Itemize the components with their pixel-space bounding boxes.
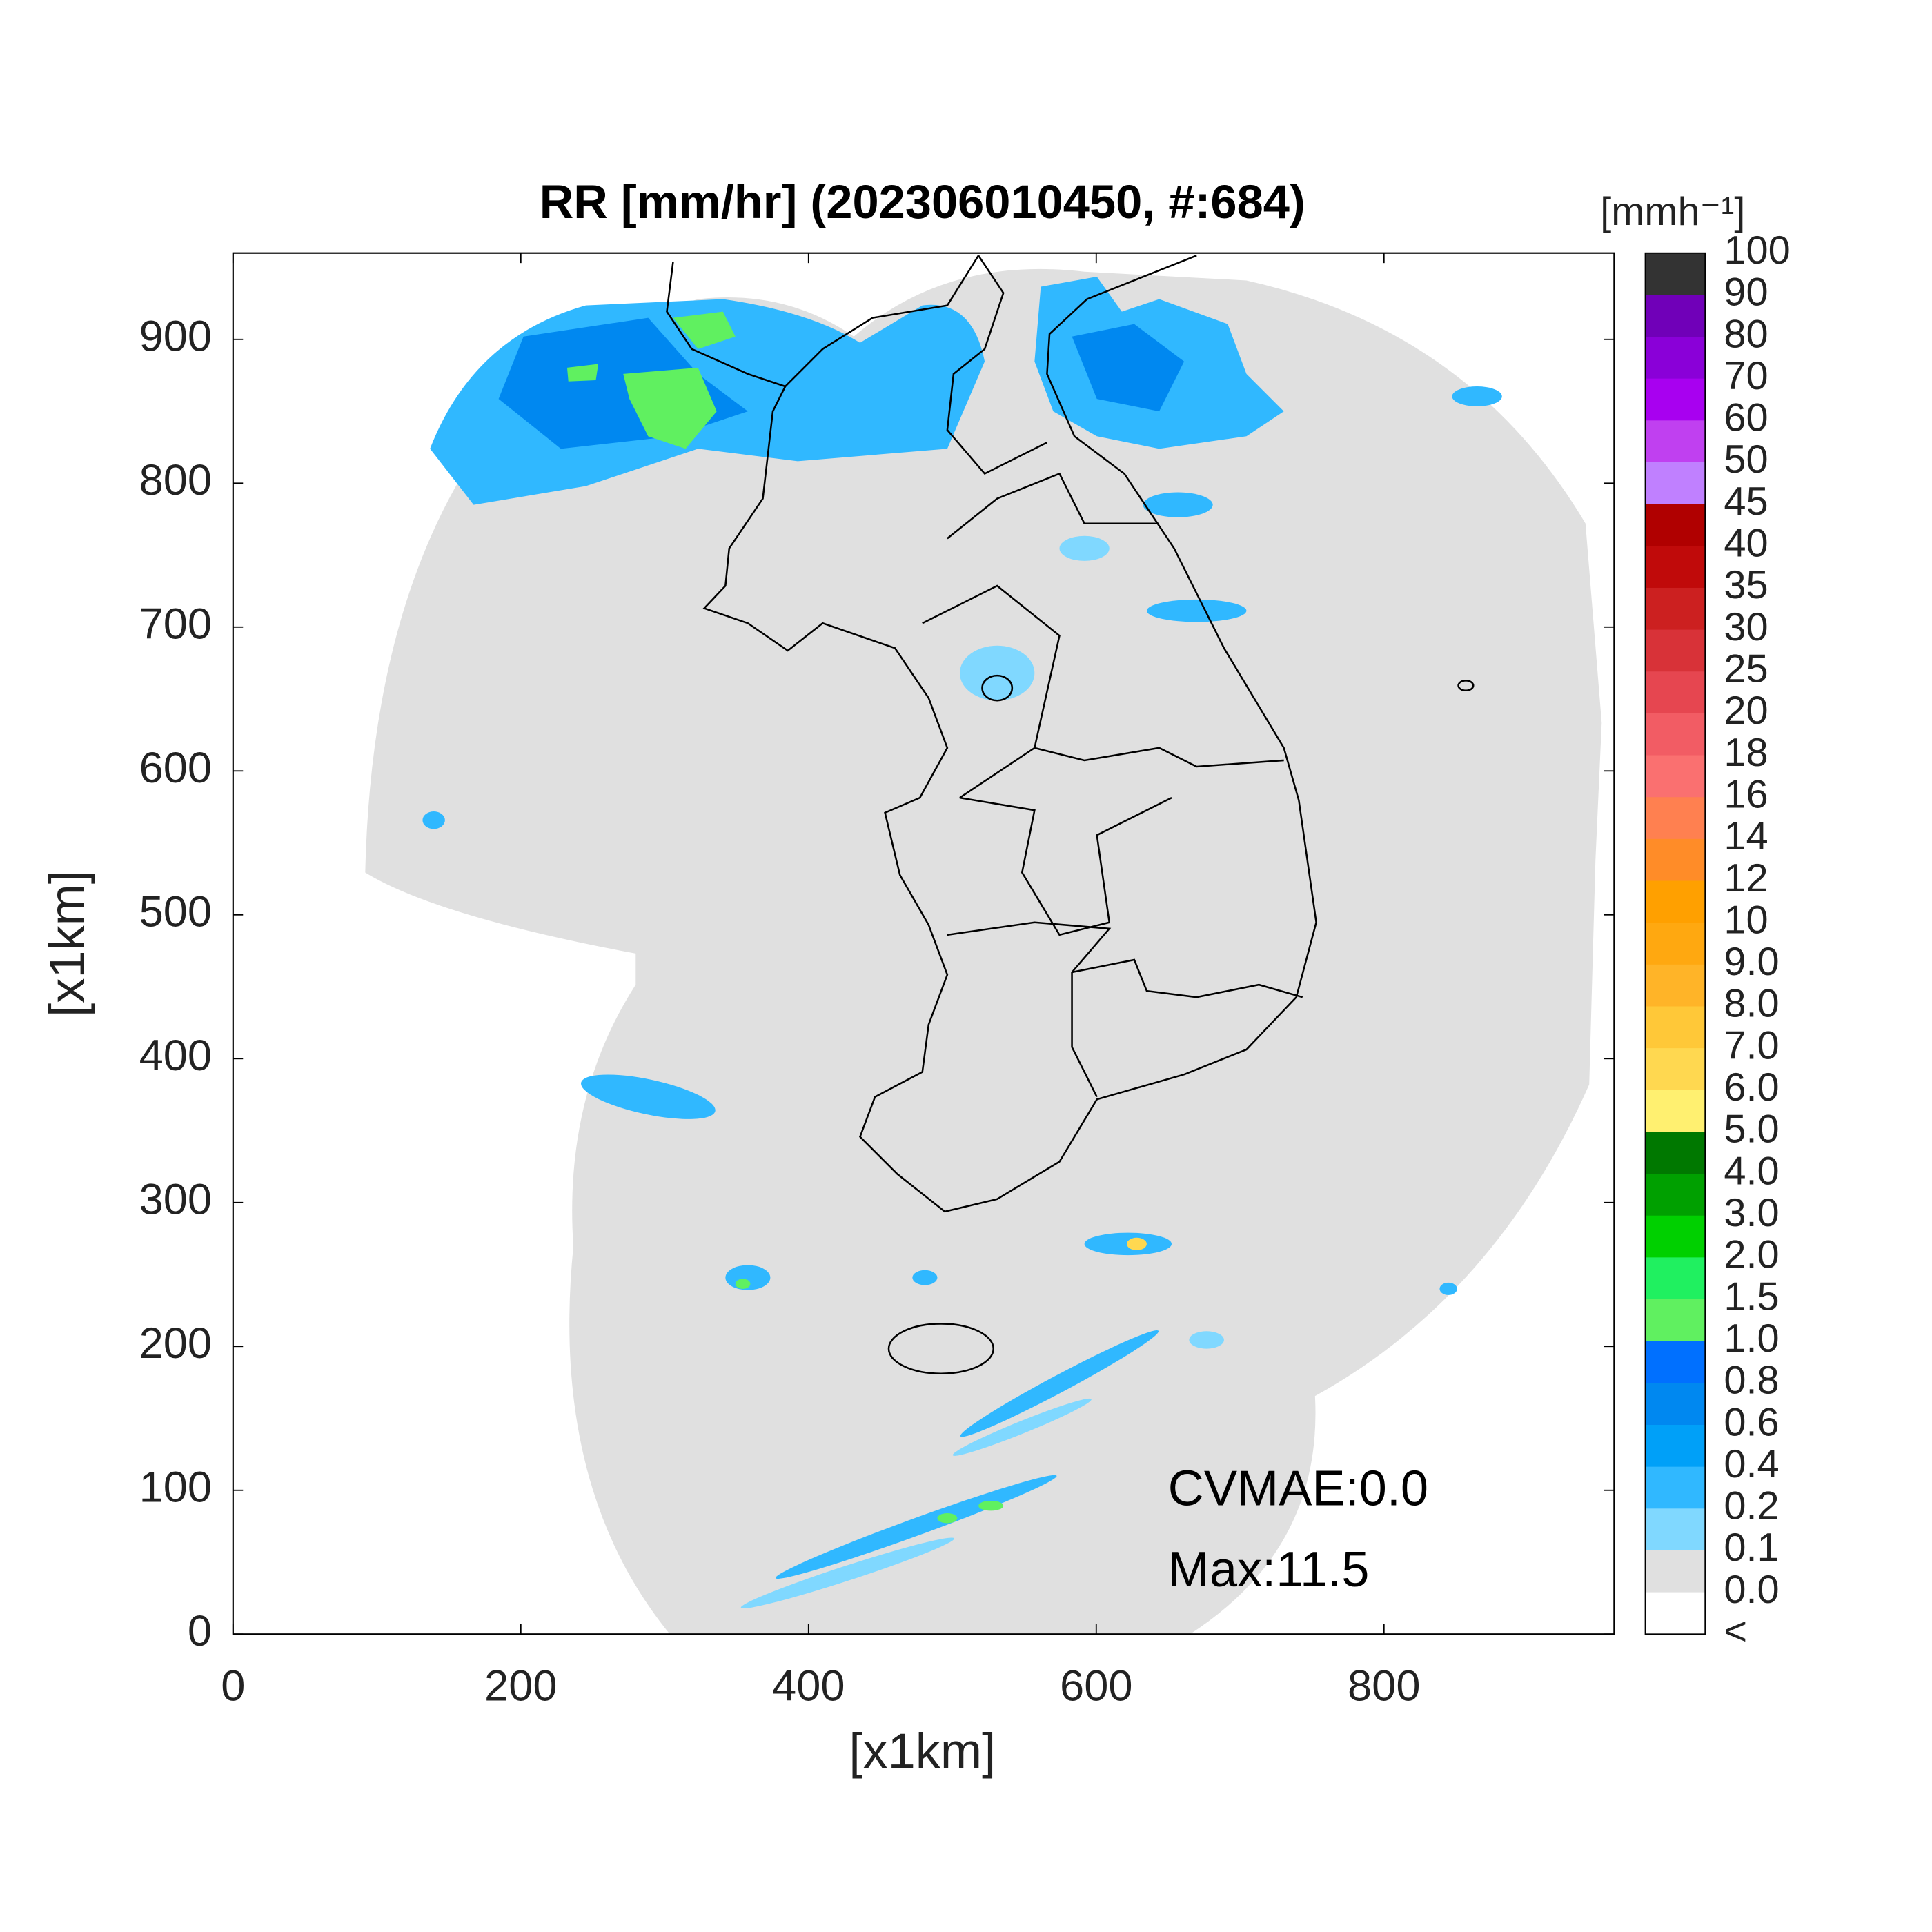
y-tick-label: 100: [139, 1463, 212, 1511]
colorbar-label: 0.0: [1724, 1568, 1779, 1612]
colorbar-band: [1645, 923, 1706, 965]
colorbar-band: [1645, 462, 1706, 505]
x-tick-label: 800: [1348, 1662, 1420, 1710]
colorbar-band: [1645, 546, 1706, 589]
colorbar-band: [1645, 1048, 1706, 1091]
annotation: CVMAE:0.0: [1168, 1461, 1428, 1516]
y-tick-label: 300: [139, 1175, 212, 1223]
colorbar-label: 20: [1724, 689, 1768, 733]
colorbar-label: 5.0: [1724, 1107, 1779, 1152]
colorbar-label: 30: [1724, 605, 1768, 649]
colorbar-band: [1645, 1215, 1706, 1259]
y-tick-label: 800: [139, 456, 212, 504]
colorbar-band: [1645, 1132, 1706, 1174]
colorbar-label: 60: [1724, 396, 1768, 440]
annotation: Max:11.5: [1168, 1542, 1370, 1597]
colorbar-band: [1645, 671, 1706, 714]
y-tick-label: 0: [188, 1607, 212, 1655]
colorbar-label: 10: [1724, 898, 1768, 942]
colorbar-label: 0.8: [1724, 1359, 1779, 1403]
colorbar-band: [1645, 1466, 1706, 1510]
colorbar-label: 3.0: [1724, 1191, 1779, 1235]
x-tick-label: 0: [221, 1662, 245, 1710]
title: RR [mm/hr] (202306010450, #:684): [540, 175, 1305, 228]
colorbar-frame: [1644, 252, 1706, 1635]
colorbar-band: [1645, 1257, 1706, 1300]
colorbar-label: 4.0: [1724, 1149, 1779, 1193]
colorbar-band: [1645, 1006, 1706, 1049]
colorbar-band: [1645, 1090, 1706, 1133]
colorbar-band: [1645, 1424, 1706, 1468]
colorbar-label: 8.0: [1724, 982, 1779, 1026]
colorbar-label: 18: [1724, 731, 1768, 775]
colorbar-label: 0.2: [1724, 1484, 1779, 1528]
axes-frame: [232, 252, 1615, 1635]
colorbar-label: 14: [1724, 814, 1768, 858]
colorbar-band: [1645, 295, 1706, 337]
colorbar-label: 90: [1724, 270, 1768, 315]
coastlines: [666, 255, 1475, 1374]
colorbar-label: 0.4: [1724, 1442, 1779, 1486]
colorbar-label: 40: [1724, 522, 1768, 566]
colorbar-label: 80: [1724, 312, 1768, 356]
colorbar-band: [1645, 504, 1706, 547]
x-tick-label: 200: [484, 1662, 557, 1710]
colorbar-label: 16: [1724, 772, 1768, 816]
colorbar-label: 0.6: [1724, 1400, 1779, 1444]
colorbar-band: [1645, 378, 1706, 422]
colorbar-band: [1645, 587, 1706, 631]
x-tick-label: 400: [772, 1662, 845, 1710]
colorbar-label: 0.1: [1724, 1526, 1779, 1570]
colorbar-band: [1645, 1174, 1706, 1216]
colorbar-band: [1645, 1508, 1706, 1551]
colorbar-band: [1645, 1592, 1706, 1635]
x-tick-label: 600: [1060, 1662, 1132, 1710]
radar-coverage: [365, 268, 1602, 1635]
colorbar-unit: [mmh⁻¹]: [1600, 190, 1745, 234]
colorbar-band: [1645, 629, 1706, 673]
colorbar-band: [1645, 880, 1706, 924]
colorbar-band: [1645, 253, 1706, 296]
colorbar-label: 12: [1724, 856, 1768, 900]
colorbar-band: [1645, 838, 1706, 882]
y-tick-label: 900: [139, 313, 212, 361]
colorbar-band: [1645, 964, 1706, 1007]
colorbar-label: 6.0: [1724, 1065, 1779, 1110]
colorbar-band: [1645, 755, 1706, 798]
colorbar-label: 7.0: [1724, 1023, 1779, 1067]
colorbar-label: 25: [1724, 647, 1768, 691]
colorbar-label: 35: [1724, 563, 1768, 607]
colorbar-label: 1.5: [1724, 1274, 1779, 1319]
colorbar-label: 50: [1724, 437, 1768, 482]
colorbar-label: 100: [1724, 228, 1790, 273]
y-tick-label: 500: [139, 887, 212, 936]
map-layer: [365, 255, 1602, 1635]
precipitation: [422, 277, 1502, 1609]
colorbar-label: 45: [1724, 480, 1768, 524]
generated: 0 200 400 600 800 0 100 200 300 400 500 600 700 800 90…: [139, 228, 1791, 1710]
colorbar-band: [1645, 1383, 1706, 1426]
colorbar-label: <: [1724, 1610, 1747, 1654]
x-axis-label: [x1km]: [849, 1724, 996, 1780]
y-tick-label: 600: [139, 744, 212, 792]
colorbar-band: [1645, 337, 1706, 379]
colorbar-label: 1.0: [1724, 1317, 1779, 1361]
colorbar-band: [1645, 797, 1706, 840]
y-tick-label: 700: [139, 600, 212, 648]
colorbar-band: [1645, 713, 1706, 756]
colorbar-band: [1645, 1299, 1706, 1342]
y-tick-label: 200: [139, 1319, 212, 1368]
colorbar-band: [1645, 1550, 1706, 1593]
y-tick-label: 400: [139, 1032, 212, 1080]
colorbar-band: [1645, 420, 1706, 463]
colorbar-band: [1645, 1341, 1706, 1384]
y-axis-label: [x1km]: [40, 870, 95, 1017]
colorbar-label: 2.0: [1724, 1233, 1779, 1277]
colorbar-label: 70: [1724, 354, 1768, 398]
colorbar-label: 9.0: [1724, 940, 1779, 984]
